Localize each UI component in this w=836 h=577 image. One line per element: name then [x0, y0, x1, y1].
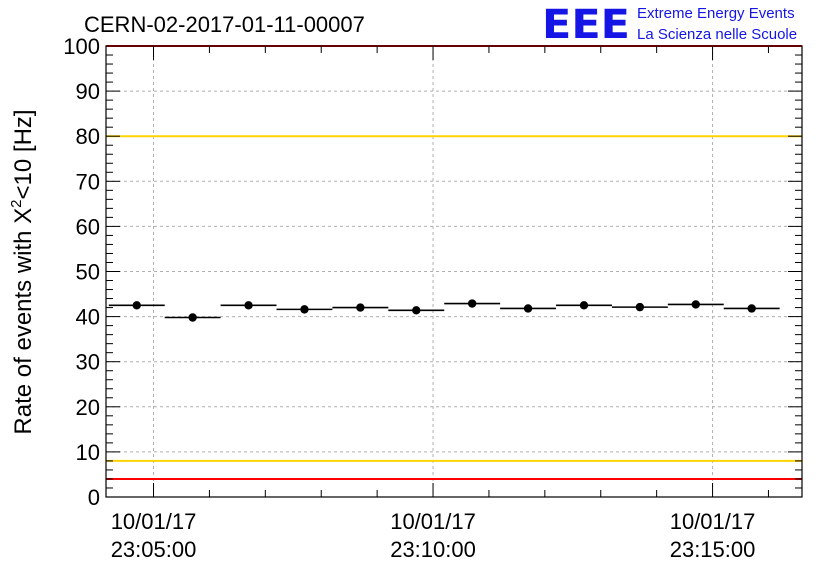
x-tick-label-time: 23:15:00 — [670, 537, 756, 562]
y-tick-label: 50 — [76, 260, 100, 285]
x-tick-label-date: 10/01/17 — [111, 509, 197, 534]
logo-eee-text: EEE — [542, 2, 630, 48]
data-point — [467, 299, 477, 308]
logo-line-1: Extreme Energy Events — [637, 5, 795, 22]
y-tick-label: 0 — [88, 485, 100, 510]
logo-line-2: La Scienza nelle Scuole — [637, 26, 797, 43]
y-tick-label: 100 — [63, 34, 100, 59]
axes: 0 10 20 30 40 50 60 70 80 90 100 10/01/17 23:05:00 10… — [63, 34, 803, 562]
reference-lines — [106, 45, 802, 480]
x-tick-label-time: 23:05:00 — [111, 537, 197, 562]
x-tick-label-date: 10/01/17 — [390, 509, 476, 534]
y-tick-label: 80 — [76, 124, 100, 149]
y-tick-label: 60 — [76, 214, 100, 239]
data-point — [188, 313, 197, 322]
data-series — [108, 299, 780, 322]
y-tick-label: 30 — [76, 350, 100, 375]
data-point — [691, 300, 700, 309]
data-point — [300, 305, 309, 314]
x-tick-label-date: 10/01/17 — [670, 509, 756, 534]
data-point — [132, 301, 141, 310]
y-tick-label: 10 — [76, 440, 100, 465]
data-point — [244, 301, 253, 310]
data-point — [523, 304, 533, 313]
y-tick-label: 90 — [76, 79, 100, 104]
grid — [106, 46, 802, 497]
eee-logo: EEE Extreme Energy Events La Scienza nel… — [542, 2, 797, 48]
data-point — [412, 306, 421, 315]
run-title: CERN-02-2017-01-11-00007 — [84, 12, 365, 37]
data-point — [635, 302, 645, 312]
data-point — [356, 303, 365, 312]
y-axis-label: Rate of events with X2<10 [Hz] — [8, 109, 37, 434]
y-tick-label: 40 — [76, 305, 100, 330]
y-tick-label: 20 — [76, 395, 100, 420]
y-tick-label: 70 — [76, 169, 100, 194]
x-tick-label-time: 23:10:00 — [390, 537, 476, 562]
data-point — [579, 301, 589, 310]
data-point — [747, 304, 756, 313]
